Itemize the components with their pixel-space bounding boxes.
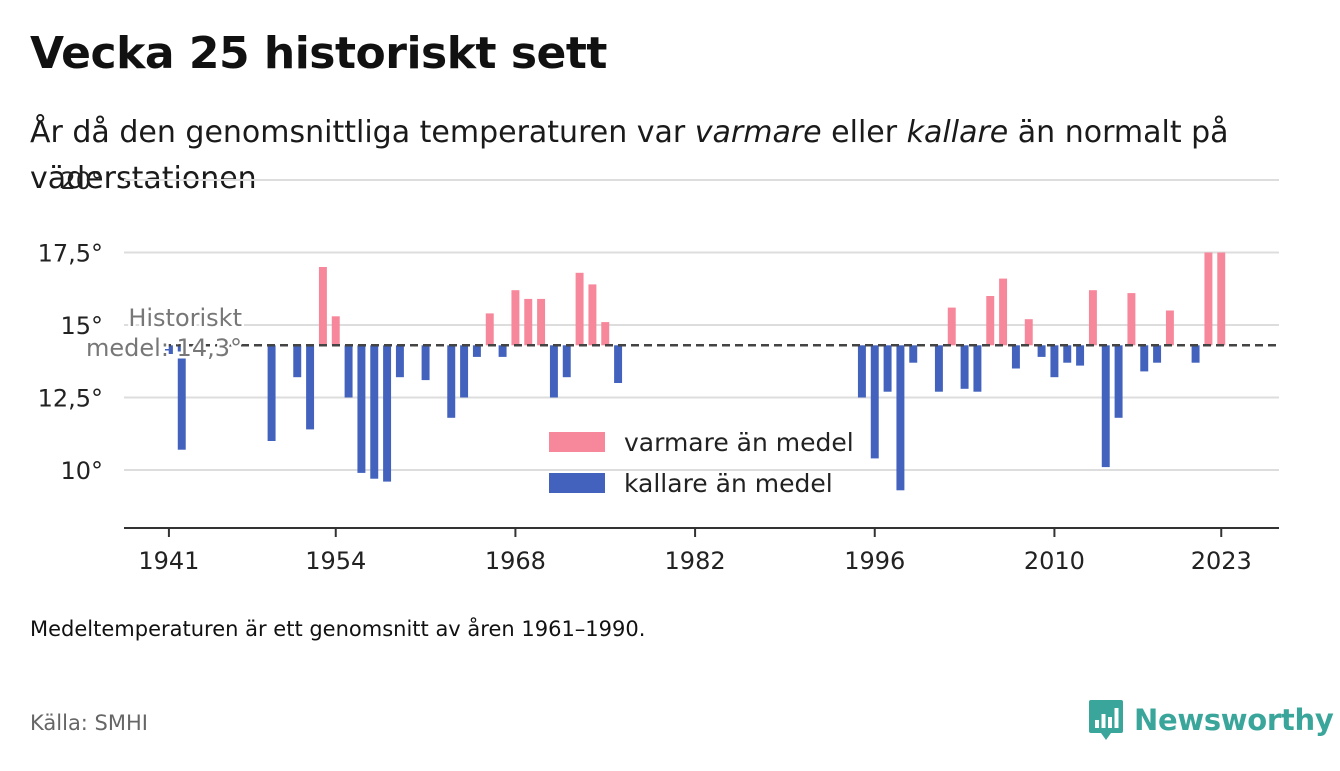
bar-cold	[421, 345, 430, 381]
bar-cold	[357, 345, 366, 473]
source-label: Källa: SMHI	[30, 711, 148, 735]
x-tick-label: 1968	[485, 547, 546, 575]
chart-subtitle: År då den genomsnittliga temperaturen va…	[30, 110, 1280, 202]
bar-warm	[575, 272, 584, 346]
subtitle-cold-word: kallare	[906, 115, 1009, 150]
mean-line-label-line: medel: 14,3°	[86, 334, 242, 362]
bar-cold	[883, 345, 892, 392]
legend: varmare än medel kallare än medel	[549, 428, 854, 498]
bar-cold	[909, 345, 918, 363]
x-tick-label: 1941	[138, 547, 199, 575]
y-axis-labels: 10° 12,5° 15° 17,5° 20°	[38, 167, 103, 485]
y-tick-label: 15°	[60, 312, 103, 340]
bar-warm	[1127, 293, 1136, 346]
newsworthy-logo-icon	[1089, 700, 1123, 740]
subtitle-text-3: än normalt på väderstationen	[30, 115, 1229, 196]
bar-warm	[986, 296, 995, 346]
bar-cold	[1076, 345, 1085, 366]
bar-cold	[1140, 345, 1149, 372]
x-tick-label: 1996	[844, 547, 905, 575]
y-tick-label: 10°	[60, 457, 103, 485]
y-tick-label: 20°	[60, 167, 103, 195]
subtitle-text-2: eller	[821, 115, 907, 150]
bar-cold	[177, 345, 186, 450]
x-tick-label: 1982	[665, 547, 726, 575]
chart-title: Vecka 25 historiskt sett	[30, 28, 607, 79]
bar-cold	[472, 345, 481, 357]
subtitle-text-1: År då den genomsnittliga temperaturen va…	[30, 115, 695, 150]
bar-cold	[562, 345, 571, 378]
bar-warm	[1088, 290, 1097, 346]
bar-cold	[447, 345, 456, 418]
bar-warm	[1165, 310, 1174, 346]
bar-cold	[857, 345, 866, 398]
bar-cold	[383, 345, 392, 482]
bar-cold	[614, 345, 623, 383]
bar-cold	[344, 345, 353, 398]
bar-warm	[999, 278, 1008, 346]
bar-cold	[306, 345, 315, 430]
mean-line-label: Historiskt medel: 14,3°	[86, 304, 242, 362]
y-tick-label: 12,5°	[38, 385, 103, 413]
bar-cold	[973, 345, 982, 392]
bar-cold	[870, 345, 879, 459]
bar-cold	[1011, 345, 1020, 369]
bar-cold	[934, 345, 943, 392]
bar-warm	[601, 322, 610, 346]
newsworthy-logo-text: Newsworthy	[1134, 703, 1334, 737]
mean-line-label-line: Historiskt	[128, 304, 242, 332]
y-tick-label: 17,5°	[38, 240, 103, 268]
x-tick-label: 2010	[1024, 547, 1085, 575]
mean-line-group: Historiskt medel: 14,3°	[84, 302, 1279, 365]
legend-swatch-warm	[549, 432, 605, 452]
bar-warm	[511, 290, 520, 346]
bar-cold	[896, 345, 905, 491]
newsworthy-logo: Newsworthy	[1088, 698, 1334, 742]
subtitle-warm-word: varmare	[694, 115, 822, 150]
bar-warm	[524, 298, 533, 346]
bar-warm	[1217, 252, 1226, 346]
bar-warm	[1024, 319, 1033, 346]
legend-label-cold: kallare än medel	[624, 469, 833, 498]
legend-label-warm: varmare än medel	[624, 428, 854, 457]
bar-cold	[1191, 345, 1200, 363]
footnote: Medeltemperaturen är ett genomsnitt av å…	[30, 617, 646, 641]
bars	[164, 252, 1226, 491]
gridlines	[124, 179, 1279, 471]
legend-swatch-cold	[549, 473, 605, 493]
bar-cold	[498, 345, 507, 357]
temperature-bar-chart: 10° 12,5° 15° 17,5° 20° Historiskt medel: 14,…	[38, 167, 1279, 575]
x-tick-label: 1954	[305, 547, 366, 575]
bar-warm	[318, 267, 327, 346]
bar-cold	[1050, 345, 1059, 378]
bar-warm	[331, 316, 340, 346]
x-tick-label: 2023	[1191, 547, 1252, 575]
x-axis: 1941 1954 1968 1982 1996 2010 2023	[124, 527, 1279, 575]
bar-warm	[588, 284, 597, 346]
bar-cold	[164, 345, 173, 354]
bar-cold	[1037, 345, 1046, 357]
bar-cold	[1114, 345, 1123, 418]
bar-cold	[1101, 345, 1110, 468]
bar-cold	[395, 345, 404, 378]
bar-cold	[1063, 345, 1072, 363]
bar-cold	[960, 345, 969, 389]
bar-cold	[370, 345, 379, 479]
bar-cold	[460, 345, 469, 398]
bar-cold	[1153, 345, 1162, 363]
bar-cold	[293, 345, 302, 378]
bar-cold	[267, 345, 276, 441]
bar-warm	[485, 313, 494, 346]
bar-warm	[947, 307, 956, 346]
bar-cold	[549, 345, 558, 398]
bar-warm	[1204, 252, 1213, 346]
bar-warm	[537, 298, 546, 346]
